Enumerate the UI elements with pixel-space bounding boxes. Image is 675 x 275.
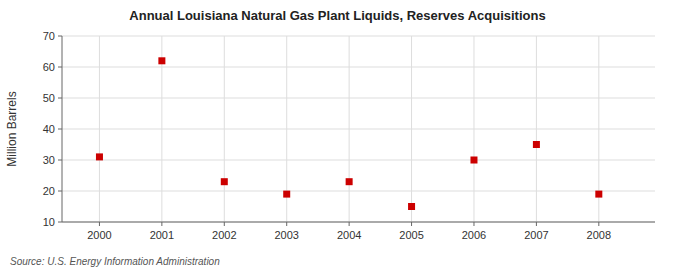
x-tick: [473, 222, 474, 226]
y-grid-line: [62, 191, 655, 192]
x-tick-label: 2003: [274, 229, 298, 241]
chart-svg: Annual Louisiana Natural Gas Plant Liqui…: [0, 0, 675, 275]
y-tick: [58, 160, 62, 161]
x-tick: [349, 222, 350, 226]
x-grid-line: [349, 36, 350, 222]
x-grid-line: [536, 36, 537, 222]
y-axis-line: [62, 36, 63, 222]
x-axis-line: [62, 222, 655, 223]
grid: [62, 36, 655, 222]
y-tick-label: 10: [43, 216, 55, 228]
y-tick-label: 70: [43, 30, 55, 42]
y-grid-line: [62, 36, 655, 37]
x-tick: [598, 222, 599, 226]
y-grid-line: [62, 129, 655, 130]
y-tick-label: 20: [43, 185, 55, 197]
y-tick: [58, 36, 62, 37]
y-grid-line: [62, 160, 655, 161]
point: [533, 141, 540, 148]
x-tick: [99, 222, 100, 226]
x-grid-line: [224, 36, 225, 222]
point: [470, 157, 477, 164]
x-tick-label: 2000: [87, 229, 111, 241]
y-grid-line: [62, 222, 655, 223]
x-tick: [161, 222, 162, 226]
data-marks: [96, 57, 602, 210]
y-tick: [58, 67, 62, 68]
y-grid-line: [62, 98, 655, 99]
x-tick-label: 2001: [150, 229, 174, 241]
y-tick-label: 50: [43, 92, 55, 104]
x-tick-label: 2002: [212, 229, 236, 241]
x-tick-label: 2004: [337, 229, 361, 241]
y-axis-label: Million Barrels: [5, 91, 19, 166]
x-tick: [224, 222, 225, 226]
x-tick: [536, 222, 537, 226]
y-tick: [58, 98, 62, 99]
y-tick: [58, 191, 62, 192]
point: [595, 191, 602, 198]
x-grid-line: [411, 36, 412, 222]
y-grid-line: [62, 67, 655, 68]
x-tick-label: 2006: [462, 229, 486, 241]
title: Annual Louisiana Natural Gas Plant Liqui…: [129, 8, 545, 23]
x-grid-line: [99, 36, 100, 222]
x-grid-line: [473, 36, 474, 222]
point: [96, 153, 103, 160]
y-tick-label: 60: [43, 61, 55, 73]
y-tick: [58, 222, 62, 223]
point: [346, 178, 353, 185]
x-tick-label: 2007: [524, 229, 548, 241]
x-tick: [286, 222, 287, 226]
chart-container: Annual Louisiana Natural Gas Plant Liqui…: [0, 0, 675, 275]
point: [221, 178, 228, 185]
y-tick-label: 30: [43, 154, 55, 166]
source-note: Source: U.S. Energy Information Administ…: [10, 256, 220, 267]
point: [408, 203, 415, 210]
axes: 10 20 30 40 50 60 70 2000 2001 2002 2003 2004 2005 20…: [43, 30, 655, 241]
x-tick-label: 2005: [399, 229, 423, 241]
point: [283, 191, 290, 198]
x-tick-label: 2008: [587, 229, 611, 241]
x-tick: [411, 222, 412, 226]
y-tick-label: 40: [43, 123, 55, 135]
point: [158, 57, 165, 64]
y-tick: [58, 129, 62, 130]
